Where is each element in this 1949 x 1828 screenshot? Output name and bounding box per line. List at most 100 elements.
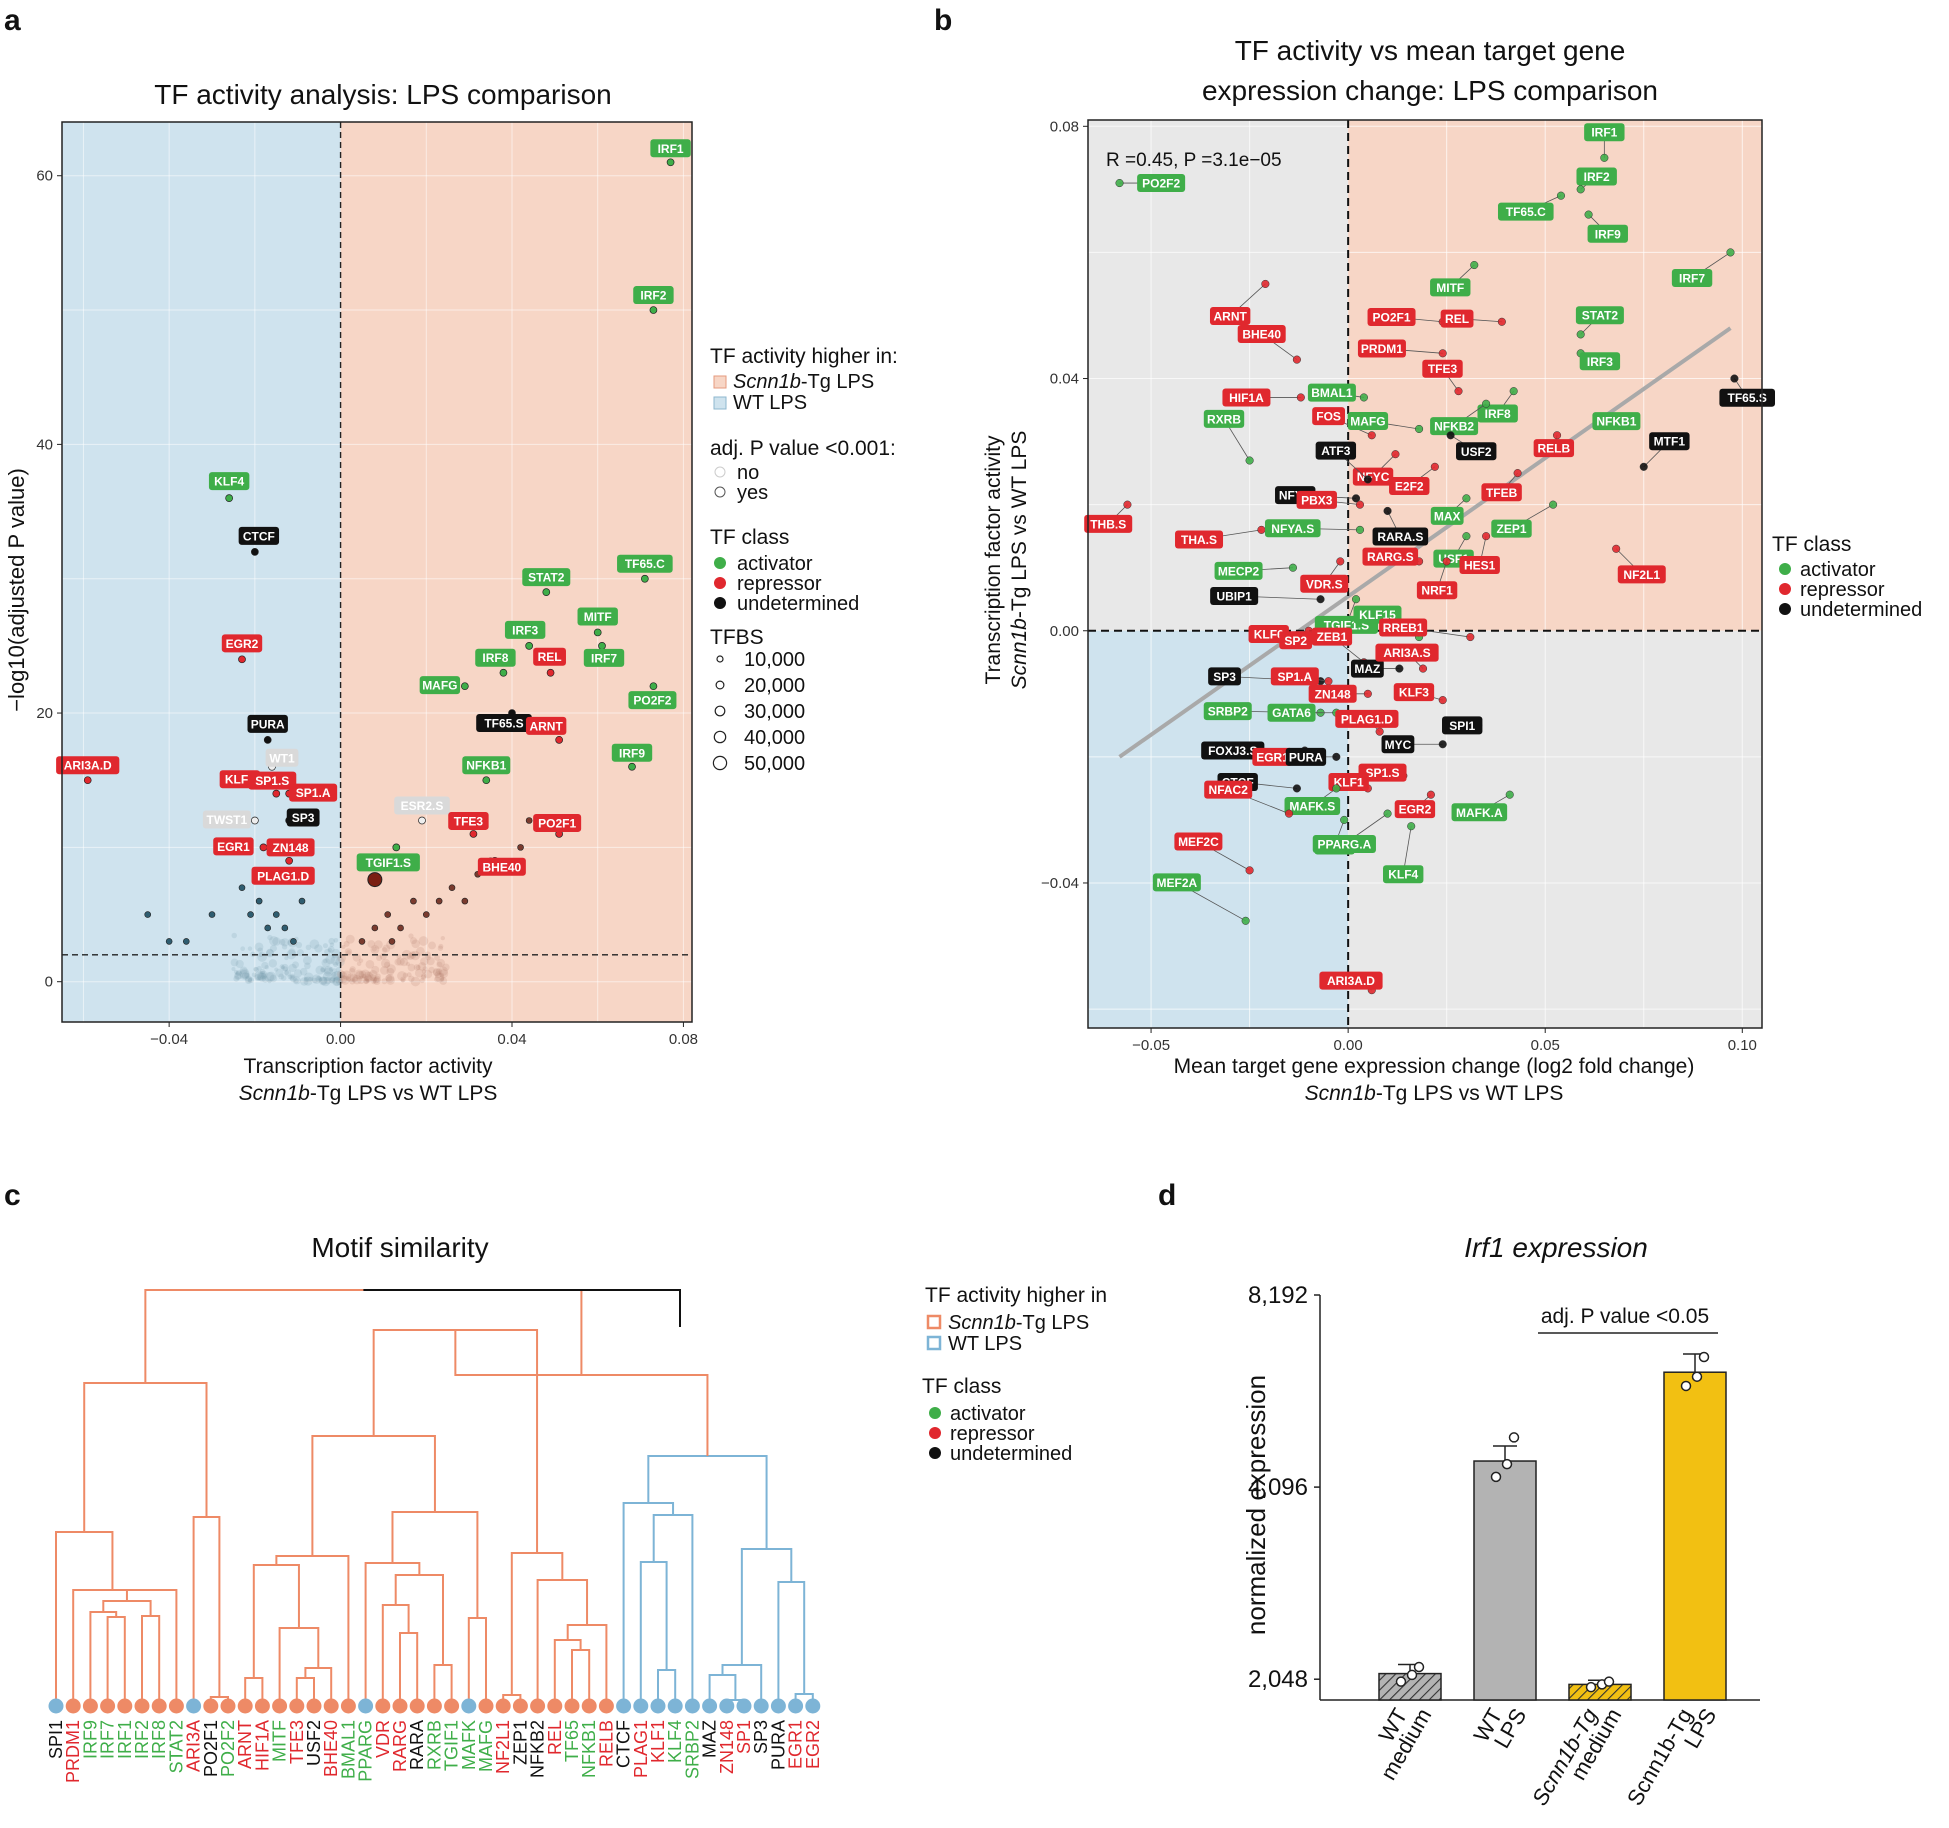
point-klf3	[1438, 696, 1447, 705]
leaf-dot-egr2	[805, 1698, 821, 1714]
leaf-label-vdr: VDR	[373, 1720, 393, 1758]
nonsig-point	[234, 972, 242, 981]
point-tgif1-s	[392, 843, 401, 852]
nonsig-point	[432, 969, 441, 977]
ytick-label: −0.04	[1041, 875, 1079, 892]
label-stat2: STAT2	[1582, 309, 1619, 323]
legend-c-wt-swatch	[926, 1335, 942, 1351]
legend-b-class-title: TF class	[1772, 533, 1851, 556]
leaf-label-mafg: MAFG	[476, 1720, 496, 1772]
label-ari3a-d-box	[1319, 971, 1383, 990]
nonsig-point	[289, 975, 297, 983]
nonsig-point	[235, 971, 240, 976]
branch-n44	[144, 1289, 583, 1383]
nonsig-point	[235, 959, 244, 969]
ytick-label: 60	[36, 168, 53, 185]
nonsig-point	[314, 944, 323, 953]
leaf-label-relb: RELB	[596, 1720, 616, 1767]
legend-b-undetermined-swatch	[1779, 603, 1791, 615]
panel-a-volcano: TF activity analysis: LPS comparison IRF…	[4, 79, 898, 1105]
label-rarg-s: RARG.S	[1367, 550, 1414, 564]
nonsig-point	[385, 974, 393, 982]
nonsig-point	[438, 943, 444, 949]
label-mitf: MITF	[584, 610, 612, 624]
leaf-dot-klf1	[650, 1698, 666, 1714]
leaf-dot-mitf	[272, 1698, 288, 1714]
panel-b-points: IRF1 IRF2 TF65.C IRF9 IRF7 PO2F2 MITF ARNT PO2F1…	[1084, 123, 1776, 995]
point-rreb1	[1466, 633, 1475, 642]
nonsig-point	[440, 977, 445, 982]
branch-n5	[125, 1589, 178, 1706]
point-e2f2	[1430, 462, 1439, 471]
label-prdm1-box	[1357, 339, 1406, 358]
nonsig-point	[439, 969, 449, 979]
point-rel	[546, 668, 555, 677]
nonsig-point	[244, 972, 251, 979]
label-e2f2: E2F2	[1395, 480, 1424, 494]
nonsig-point	[432, 967, 441, 976]
label-irf9-box	[611, 743, 653, 762]
point-tha-s	[1257, 525, 1266, 534]
nonsig-point	[323, 967, 334, 977]
nonsig-point	[355, 970, 365, 980]
point-plag1-d	[285, 856, 293, 865]
panel-a-ylabel: −log10(adjusted P value)	[4, 468, 29, 712]
label-pparg-a-box	[1312, 835, 1376, 854]
label-irf9-box	[1587, 224, 1628, 243]
nonsig-point	[286, 949, 297, 960]
label-ari3a-d: ARI3A.D	[1327, 974, 1375, 988]
leaf-dot-prdm1	[65, 1698, 81, 1714]
bar-3	[1663, 1371, 1727, 1701]
label-sp1-s-box	[248, 771, 297, 790]
point-rxra	[1340, 815, 1349, 824]
point-sp1-s	[272, 789, 281, 798]
label-klf6: KLF6	[1254, 627, 1284, 641]
leaf-dot-tfe3	[289, 1698, 305, 1714]
nonsig-point	[319, 976, 328, 985]
nonsig-point	[251, 972, 257, 978]
nonsig-point	[284, 969, 292, 977]
nonsig-point	[247, 977, 254, 984]
leaf-label-prdm1: PRDM1	[63, 1720, 83, 1783]
leaf-dot-klf4	[667, 1698, 683, 1714]
point-irf7	[598, 642, 606, 650]
nonsig-point	[327, 947, 333, 953]
nonsig-point	[256, 971, 267, 981]
nonsig-point	[386, 967, 395, 976]
nonsig-point	[230, 958, 239, 967]
nonsig-point	[320, 967, 326, 973]
panel-a-xlabel-2: Scnn1b-Tg LPS vs WT LPS	[239, 1082, 498, 1105]
label-zep1: ZEP1	[1496, 522, 1526, 536]
leaf-label-zep1: ZEP1	[510, 1720, 530, 1765]
legend-a-tg-swatch	[713, 375, 727, 389]
label-fos-box	[1312, 407, 1345, 426]
nonsig-point	[372, 977, 380, 984]
nonsig-point	[353, 969, 364, 980]
label-pbx3: PBX3	[1301, 493, 1333, 507]
leaf-dot-po2f2	[220, 1698, 236, 1714]
nonsig-point	[278, 973, 285, 980]
branch-n17	[399, 1632, 419, 1706]
branch-n23	[391, 1511, 479, 1618]
label-irf9: IRF9	[619, 746, 645, 760]
label-plag1-d-box	[1335, 709, 1399, 728]
label-wt1-box	[265, 748, 299, 767]
xtick-label: 0.05	[1531, 1037, 1560, 1054]
legend-c-undetermined-swatch	[929, 1447, 941, 1459]
nonsig-point	[438, 966, 448, 976]
label-rel-box	[1440, 309, 1474, 328]
label-sp2-box	[1279, 631, 1313, 650]
point-usf1	[1462, 532, 1471, 541]
nonsig-point	[369, 974, 377, 982]
nonsig-point	[316, 976, 321, 981]
label-klf1: KLF1	[225, 773, 255, 787]
nonsig-point	[256, 965, 262, 971]
point-pura	[263, 736, 272, 744]
label-klf4: KLF4	[214, 475, 244, 489]
label-stat2-box	[1575, 306, 1624, 325]
nonsig-point	[360, 969, 370, 979]
leaf-label-rarg: RARG	[390, 1720, 410, 1772]
panel-b-xlabel-2: Scnn1b-Tg LPS vs WT LPS	[1305, 1082, 1564, 1105]
label-usf2-box	[1456, 442, 1497, 461]
branch-n33	[639, 1561, 668, 1706]
